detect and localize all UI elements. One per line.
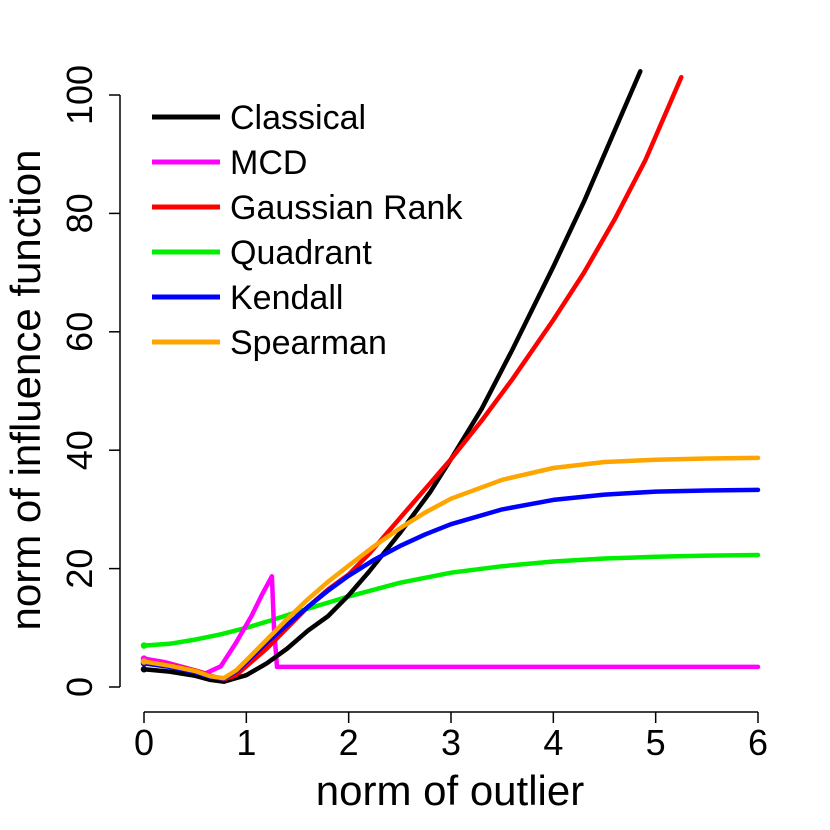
series-start-point xyxy=(140,642,148,649)
x-tick-label: 2 xyxy=(339,722,359,763)
y-tick-label: 80 xyxy=(59,193,100,233)
y-tick-label: 20 xyxy=(59,549,100,589)
series-line-kendall xyxy=(141,487,761,681)
legend-label: Gaussian Rank xyxy=(230,189,463,227)
y-axis-title: norm of influence function xyxy=(2,150,49,631)
x-tick-label: 6 xyxy=(748,722,768,763)
legend-label: Kendall xyxy=(230,279,343,317)
series-line-spearman xyxy=(141,455,761,681)
y-tick-label: 100 xyxy=(59,65,100,125)
y-tick-label: 60 xyxy=(59,312,100,352)
series-line-quadrant xyxy=(141,552,761,648)
x-tick-label: 0 xyxy=(134,722,154,763)
y-tick-label: 0 xyxy=(59,677,100,697)
legend-label: MCD xyxy=(230,144,307,182)
series-line-classical xyxy=(141,69,643,684)
legend: Classical MCD Gaussian Rank Quadrant Kendall… xyxy=(152,99,463,362)
legend-label: Quadrant xyxy=(230,234,372,272)
y-tick-label: 40 xyxy=(59,430,100,470)
x-axis-title: norm of outlier xyxy=(316,767,584,814)
series-start-point xyxy=(140,665,148,673)
x-tick-label: 1 xyxy=(236,722,256,763)
series-start-point xyxy=(140,658,148,665)
x-tick-label: 4 xyxy=(543,722,563,763)
legend-label: Classical xyxy=(230,99,366,137)
legend-label: Spearman xyxy=(230,324,387,362)
series-line-mcd xyxy=(141,574,761,676)
series-lines xyxy=(140,69,761,684)
x-tick-label: 5 xyxy=(646,722,666,763)
x-tick-label: 3 xyxy=(441,722,461,763)
